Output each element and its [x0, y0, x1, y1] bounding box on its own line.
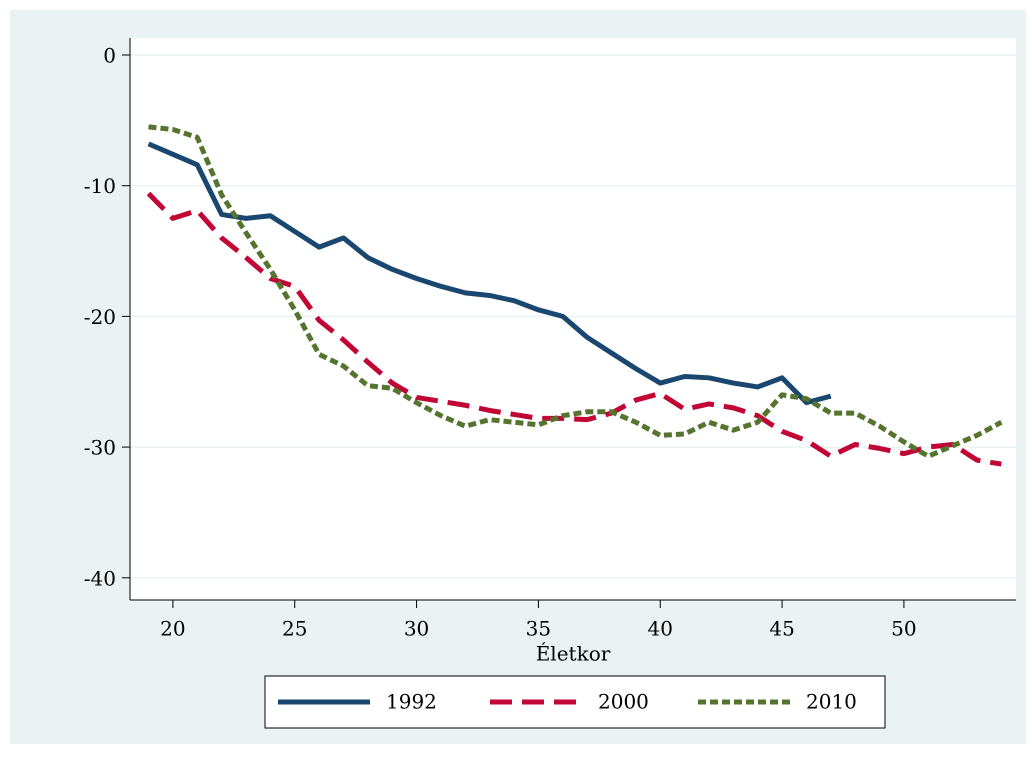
x-tick-label: 30 — [404, 617, 429, 641]
y-tick-label: -20 — [84, 305, 116, 329]
y-tick-label: 0 — [103, 43, 116, 67]
series-line — [147, 141, 832, 406]
series-line — [146, 191, 1002, 467]
series-line — [148, 124, 1003, 459]
legend-label: 2010 — [806, 690, 857, 714]
legend-label: 2000 — [598, 690, 649, 714]
legend-label: 1992 — [386, 690, 437, 714]
x-tick-label: 45 — [769, 617, 794, 641]
x-axis-label: Életkor — [536, 642, 611, 666]
x-tick-label: 35 — [526, 617, 551, 641]
plot-area — [130, 38, 1016, 600]
y-tick-label: -40 — [84, 566, 116, 590]
x-tick-label: 25 — [282, 617, 307, 641]
y-tick-label: -30 — [84, 436, 116, 460]
x-tick-label: 20 — [160, 617, 185, 641]
y-tick-label: -10 — [84, 174, 116, 198]
x-tick-label: 50 — [891, 617, 916, 641]
x-tick-label: 40 — [648, 617, 673, 641]
